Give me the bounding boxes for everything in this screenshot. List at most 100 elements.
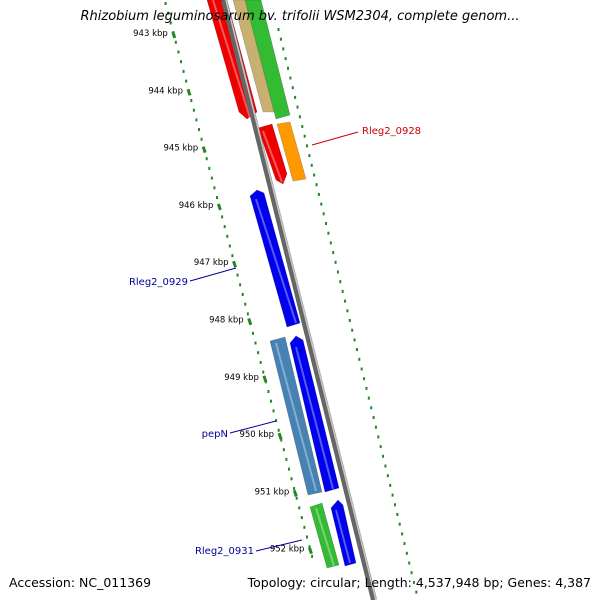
gene-label[interactable]: pepN <box>202 429 228 440</box>
tick-dot <box>329 241 332 245</box>
major-tick <box>262 375 268 383</box>
gene-label[interactable]: Rleg2_0931 <box>195 546 254 557</box>
major-tick <box>201 146 207 154</box>
tick-dot <box>351 328 354 332</box>
tick-dot <box>384 464 387 468</box>
gene-callouts: Rleg2_0928 Rleg2_0929 pepN Rleg2_0931 <box>129 126 421 557</box>
gene-arrow-rleg2-0928-red[interactable] <box>257 123 288 185</box>
tick-dot <box>241 293 244 296</box>
major-tick <box>292 489 298 497</box>
gene-arrow-rleg2-0928-orange[interactable] <box>276 121 307 182</box>
gene-arrow-blue-mid[interactable] <box>289 335 340 493</box>
tick-dot <box>289 76 292 80</box>
tick-dot <box>367 396 370 400</box>
tick-label: 952 kbp <box>270 545 305 555</box>
tick-dot <box>282 47 285 51</box>
tick-dot <box>246 312 249 316</box>
tick-dot <box>262 370 265 374</box>
gene-label[interactable]: Rleg2_0928 <box>362 126 421 137</box>
tick-dot <box>391 493 394 497</box>
tick-dot <box>291 86 294 90</box>
major-tick <box>277 432 283 440</box>
tick-dot <box>257 351 260 355</box>
genome-backbone <box>221 0 377 600</box>
tick-label: 948 kbp <box>209 316 244 326</box>
callout-line <box>255 539 303 552</box>
tick-dot <box>303 525 306 529</box>
gene-arrow-green-top[interactable] <box>244 0 291 120</box>
tick-dot <box>251 331 254 335</box>
tick-dot <box>190 99 193 102</box>
tick-dot <box>287 66 290 70</box>
tick-dot <box>313 173 316 177</box>
feature-highlight <box>315 507 335 567</box>
gene-arrow-pepn[interactable] <box>269 336 323 496</box>
major-tick <box>232 260 237 268</box>
tick-dot <box>301 125 304 128</box>
tick-dot <box>185 79 188 83</box>
gene-arrow-blue-low[interactable] <box>330 499 357 567</box>
tick-dot <box>334 260 337 264</box>
accession-text: Accession: NC_011369 <box>9 575 152 590</box>
tick-dot <box>348 319 351 322</box>
tick-dot <box>254 341 257 345</box>
tick-dot <box>405 551 408 555</box>
tick-dot <box>244 302 247 306</box>
tick-dot <box>308 545 311 549</box>
tick-label: 949 kbp <box>224 373 259 383</box>
tick-dot <box>401 532 404 536</box>
gene-label[interactable]: Rleg2_0929 <box>129 277 188 288</box>
tick-dot <box>374 425 377 429</box>
right-tick-dots <box>277 28 418 594</box>
map-title: Rhizobium leguminosarum bv. trifolii WSM… <box>80 9 520 24</box>
tick-dot <box>332 251 335 255</box>
feature-highlight <box>275 342 317 492</box>
tick-dot <box>285 457 288 461</box>
tick-dot <box>315 183 318 187</box>
tick-dot <box>360 367 363 371</box>
feature-highlight <box>335 509 351 564</box>
tick-dot <box>298 115 301 119</box>
tick-label: 950 kbp <box>239 430 274 440</box>
tick-dot <box>221 215 224 219</box>
gene-arrow-rleg2-0929[interactable] <box>249 189 301 328</box>
tick-dot <box>200 137 203 141</box>
tick-dot <box>377 435 380 439</box>
tick-dot <box>290 477 293 481</box>
tick-dot <box>182 69 185 73</box>
major-tick <box>216 203 222 211</box>
gene-arrow-rleg2-0931-green[interactable] <box>309 502 340 569</box>
tick-dot <box>284 57 287 61</box>
tick-dot <box>320 202 323 206</box>
feature-highlight <box>212 0 251 119</box>
tick-dot <box>317 192 320 196</box>
tick-dot <box>410 571 413 575</box>
tick-dot <box>259 360 262 364</box>
tick-dot <box>355 348 358 352</box>
tick-dot <box>365 386 368 390</box>
tick-dot <box>275 419 278 423</box>
tick-label: 943 kbp <box>133 29 168 39</box>
tick-dot <box>303 134 306 138</box>
tick-label: 945 kbp <box>164 144 199 154</box>
tick-dot <box>169 21 172 25</box>
tick-dot <box>279 37 282 41</box>
tick-dot <box>370 406 373 410</box>
tick-dot <box>408 561 411 565</box>
tick-dot <box>277 428 280 432</box>
tick-dot <box>236 273 239 277</box>
tick-dot <box>336 270 339 274</box>
tick-dot <box>358 357 361 361</box>
tick-dot <box>282 448 285 452</box>
tick-label: 947 kbp <box>194 258 229 268</box>
tick-dot <box>223 225 226 229</box>
tick-dot <box>325 222 328 225</box>
gene-features[interactable] <box>206 0 357 569</box>
tick-dot <box>393 503 396 507</box>
tick-dot <box>174 40 177 44</box>
tick-dot <box>239 283 242 287</box>
tick-label: 946 kbp <box>179 201 214 211</box>
feature-highlight <box>255 198 297 324</box>
tick-dot <box>272 409 275 413</box>
